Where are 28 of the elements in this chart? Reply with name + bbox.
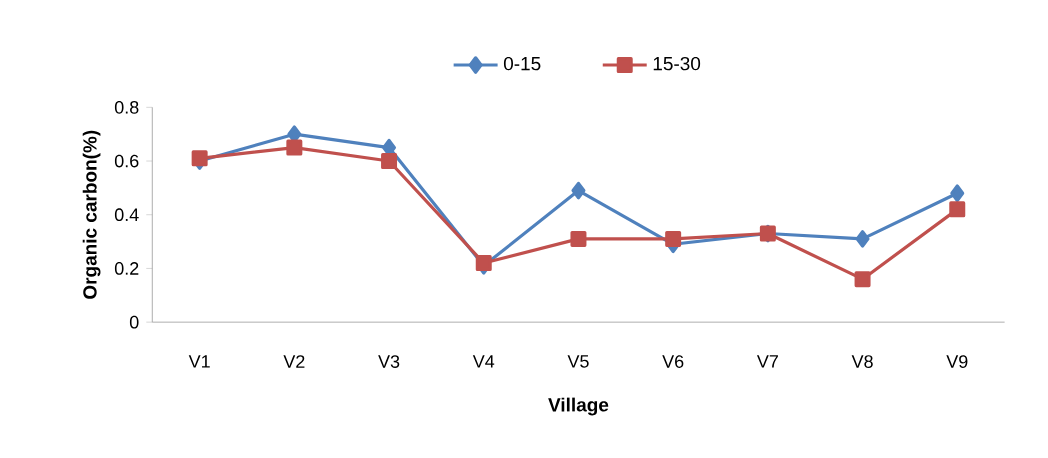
point [571, 181, 586, 200]
point [854, 270, 871, 287]
x-tick-label: V5 [567, 354, 589, 368]
legend-label: 15-30 [653, 56, 701, 71]
y-tick-label: 0.4 [114, 208, 139, 221]
point [949, 201, 966, 218]
y-tick-label: 0.6 [114, 154, 139, 168]
x-tick-label: V3 [378, 354, 400, 368]
point [475, 254, 492, 271]
legend-label: 0-15 [503, 56, 541, 71]
y-tick-label: 0.2 [114, 261, 139, 275]
x-tick-label: V8 [851, 354, 873, 368]
x-tick-label: V6 [662, 354, 684, 368]
x-tick-label: V7 [756, 354, 778, 368]
point [381, 152, 398, 169]
y-axis-title: Organic carbon(%) [82, 130, 101, 299]
point [855, 229, 870, 248]
x-tick-label: V2 [283, 354, 305, 368]
point [286, 139, 303, 156]
x-axis-title: Village [548, 397, 609, 416]
x-tick-label: V4 [472, 354, 495, 368]
point [950, 184, 965, 202]
y-tick-label: 0.8 [114, 100, 139, 114]
x-tick-label: V9 [946, 354, 968, 368]
point [665, 230, 682, 247]
x-tick-label: V1 [188, 354, 210, 368]
point [570, 230, 587, 247]
y-tick-label: 0 [129, 315, 139, 329]
